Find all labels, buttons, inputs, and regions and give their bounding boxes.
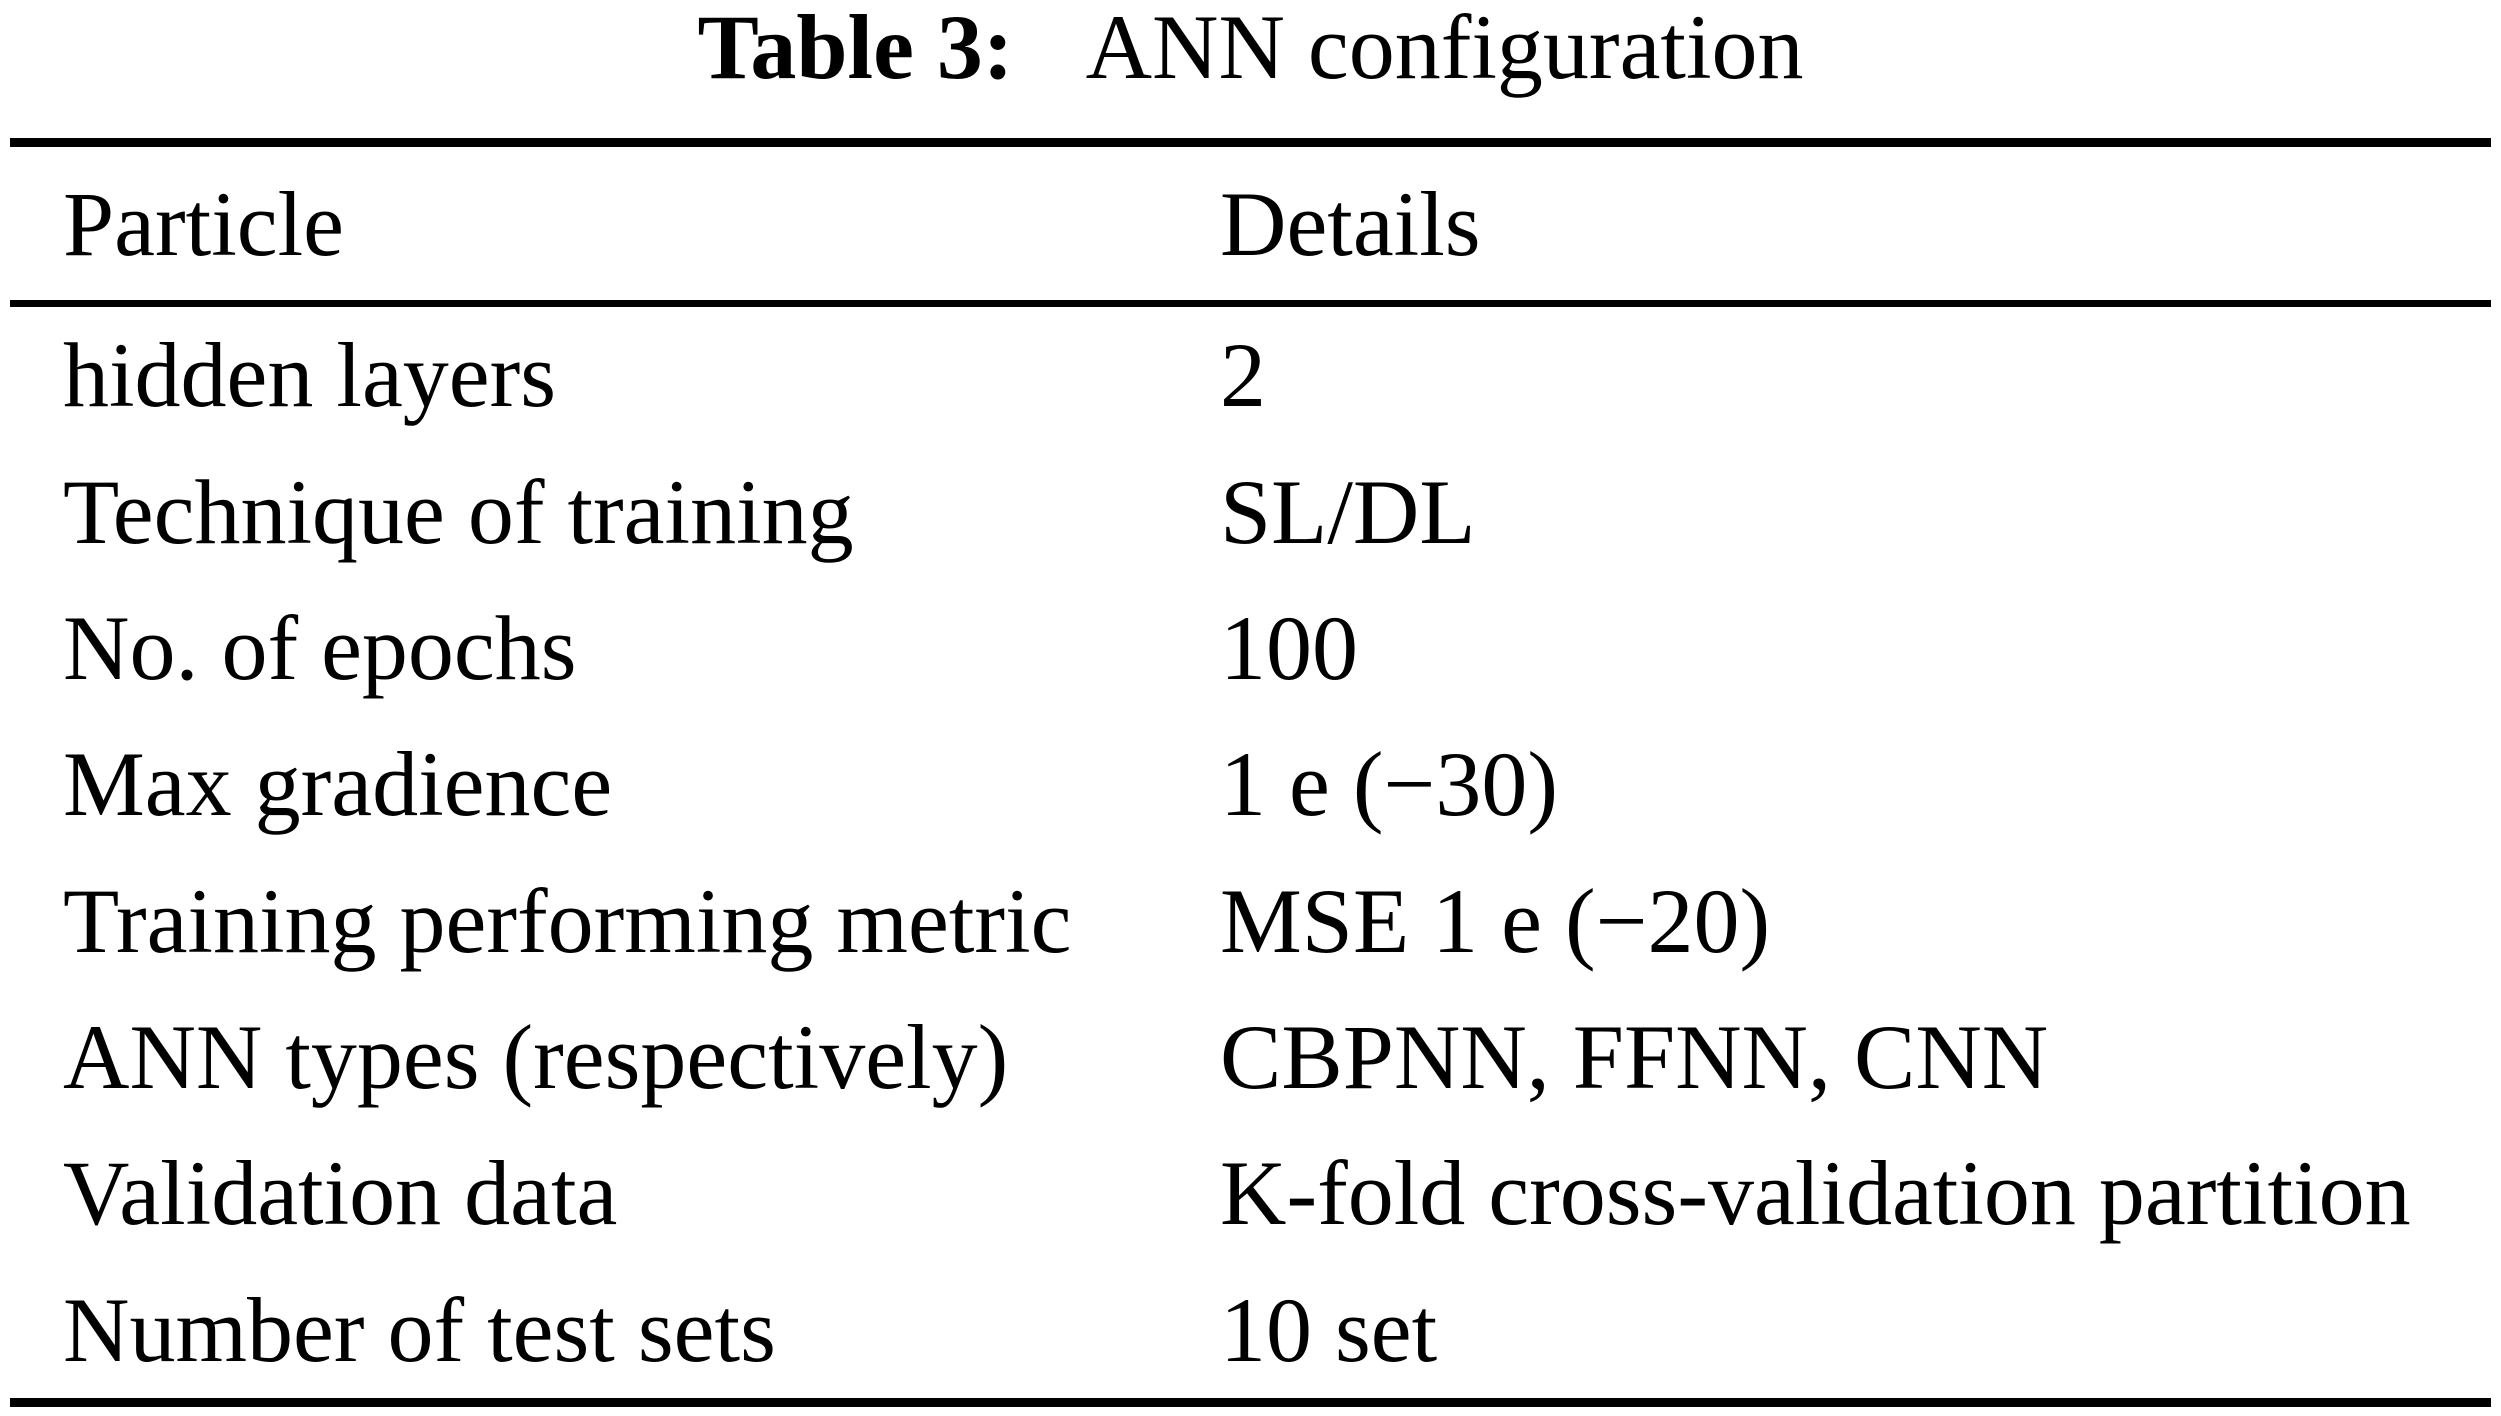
table-caption: Table 3: ANN configuration	[0, 0, 2501, 105]
table-header-row: Particle Details	[0, 147, 2501, 300]
row-label-cell: hidden layers	[63, 324, 557, 427]
row-label-cell: Number of test sets	[63, 1278, 776, 1381]
table-row: Technique of training SL/DL	[63, 443, 2501, 579]
table-top-rule	[10, 138, 2491, 147]
table-row: No. of epochs 100	[63, 580, 2501, 716]
table-bottom-rule	[10, 1398, 2491, 1407]
column-header-details: Details	[1220, 172, 1481, 275]
column-header-particle: Particle	[63, 172, 344, 275]
row-value-cell: 1 e (−30)	[1220, 733, 1558, 836]
table-row: hidden layers 2	[63, 307, 2501, 443]
row-label-cell: ANN types (respectively)	[63, 1006, 1009, 1109]
row-value-cell: 2	[1220, 324, 1266, 427]
row-label-cell: Technique of training	[63, 460, 854, 563]
table-row: Max gradience 1 e (−30)	[63, 716, 2501, 852]
table-row: Validation data K-fold cross-validation …	[63, 1125, 2501, 1261]
row-value-cell: CBPNN, FFNN, CNN	[1220, 1006, 2049, 1109]
table-header-rule	[10, 300, 2491, 307]
caption-title: ANN configuration	[1085, 0, 1804, 98]
caption-label: Table 3:	[697, 0, 1014, 98]
row-label-cell: Validation data	[63, 1142, 618, 1245]
row-value-cell: 10 set	[1220, 1278, 1438, 1381]
row-value-cell: MSE 1 e (−20)	[1220, 869, 1771, 972]
table-row: ANN types (respectively) CBPNN, FFNN, CN…	[63, 989, 2501, 1125]
row-value-cell: SL/DL	[1220, 460, 1476, 563]
table-row: Training performing metric MSE 1 e (−20)	[63, 853, 2501, 989]
row-label-cell: Max gradience	[63, 733, 613, 836]
row-label-cell: Training performing metric	[63, 869, 1072, 972]
table-body: hidden layers 2 Technique of training SL…	[0, 307, 2501, 1398]
table-row: Number of test sets 10 set	[63, 1262, 2501, 1398]
row-label-cell: No. of epochs	[63, 596, 577, 699]
row-value-cell: 100	[1220, 596, 1358, 699]
row-value-cell: K-fold cross-validation partition	[1220, 1142, 2411, 1245]
